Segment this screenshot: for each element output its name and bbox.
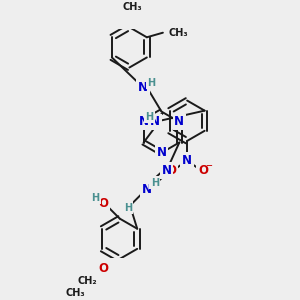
Text: N: N: [182, 154, 192, 167]
Text: O: O: [99, 262, 109, 275]
Text: H: H: [124, 203, 132, 213]
Text: H: H: [147, 78, 155, 88]
Text: N: N: [162, 164, 172, 177]
Text: H: H: [92, 193, 100, 203]
Text: H: H: [145, 112, 153, 122]
Text: CH₃: CH₃: [123, 2, 142, 12]
Text: O: O: [198, 164, 208, 177]
Text: CH₂: CH₂: [78, 276, 98, 286]
Text: CH₃: CH₃: [65, 288, 85, 298]
Text: N: N: [150, 116, 160, 128]
Text: N: N: [142, 182, 152, 196]
Text: O: O: [166, 164, 176, 177]
Text: ⁻: ⁻: [206, 162, 212, 175]
Text: N: N: [139, 116, 148, 128]
Text: H: H: [151, 178, 159, 188]
Text: N: N: [157, 146, 166, 159]
Text: CH₃: CH₃: [169, 28, 188, 38]
Text: N: N: [174, 116, 184, 128]
Text: N: N: [138, 81, 148, 94]
Text: O: O: [99, 197, 109, 210]
